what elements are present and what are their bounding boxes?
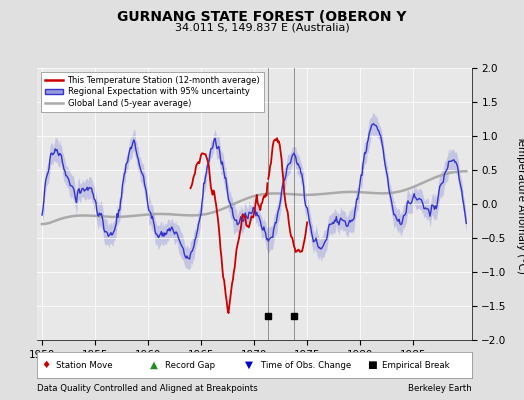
Text: Berkeley Earth: Berkeley Earth [408, 384, 472, 393]
Legend: This Temperature Station (12-month average), Regional Expectation with 95% uncer: This Temperature Station (12-month avera… [41, 72, 265, 112]
Text: ▼: ▼ [245, 360, 254, 370]
Text: ■: ■ [367, 360, 377, 370]
Text: ▲: ▲ [150, 360, 158, 370]
Y-axis label: Temperature Anomaly (°C): Temperature Anomaly (°C) [516, 134, 524, 274]
Text: Data Quality Controlled and Aligned at Breakpoints: Data Quality Controlled and Aligned at B… [37, 384, 257, 393]
Text: ♦: ♦ [41, 360, 50, 370]
Text: GURNANG STATE FOREST (OBERON Y: GURNANG STATE FOREST (OBERON Y [117, 10, 407, 24]
Text: Time of Obs. Change: Time of Obs. Change [260, 360, 351, 370]
Text: 34.011 S, 149.837 E (Australia): 34.011 S, 149.837 E (Australia) [174, 22, 350, 32]
Text: Empirical Break: Empirical Break [383, 360, 450, 370]
Text: Record Gap: Record Gap [165, 360, 215, 370]
Text: Station Move: Station Move [56, 360, 113, 370]
